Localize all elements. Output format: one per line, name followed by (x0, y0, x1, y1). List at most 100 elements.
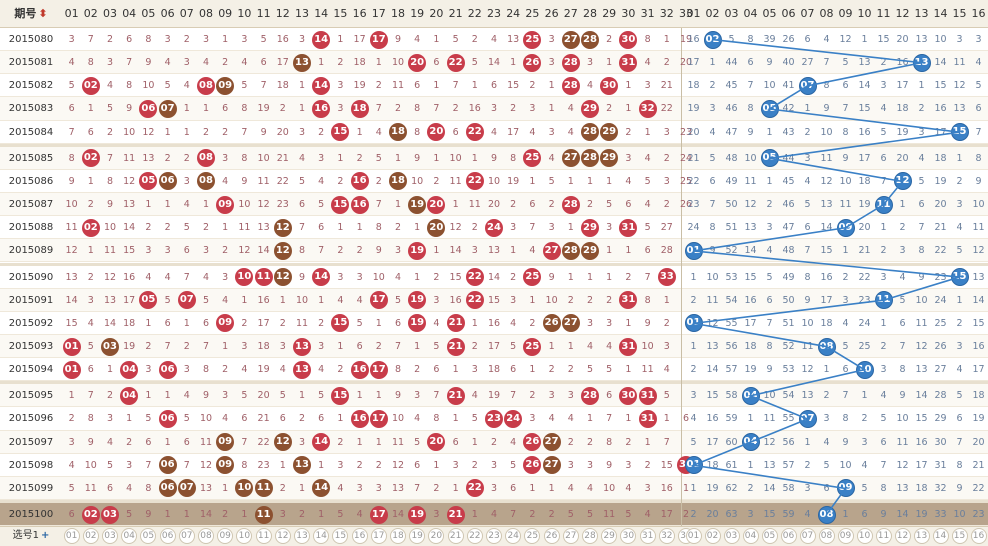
plus-icon[interactable]: + (40, 530, 50, 542)
select-blue-ball[interactable]: 13 (913, 528, 930, 545)
select-red-ball[interactable]: 20 (428, 528, 445, 545)
miss-count: 1 (956, 294, 963, 306)
select-red-ball[interactable]: 26 (543, 528, 560, 545)
select-blue-ball[interactable]: 15 (951, 528, 968, 545)
miss-count: 8 (241, 103, 248, 115)
select-red-ball[interactable]: 08 (198, 528, 214, 545)
miss-count: 17 (706, 436, 719, 448)
select-red-ball[interactable]: 15 (332, 528, 349, 545)
miss-count: 9 (241, 175, 248, 187)
miss-count: 3 (899, 245, 906, 257)
miss-count: 6 (452, 436, 459, 448)
select-red-ball[interactable]: 07 (178, 528, 195, 545)
red-col-header: 08 (198, 7, 213, 20)
select-red-ball[interactable]: 09 (217, 528, 234, 545)
miss-count: 13 (391, 482, 405, 494)
miss-count: 4 (145, 271, 152, 283)
miss-count: 59 (782, 509, 795, 520)
miss-count: 6 (880, 152, 887, 164)
select-blue-ball[interactable]: 10 (856, 528, 873, 545)
select-blue-ball[interactable]: 14 (932, 528, 949, 545)
miss-count: 4 (823, 34, 830, 45)
miss-count: 7 (202, 340, 209, 352)
select-red-ball[interactable]: 04 (121, 528, 138, 545)
sort-arrows-icon[interactable]: ⬍ (38, 7, 48, 20)
select-red-ball[interactable]: 19 (409, 528, 426, 545)
select-red-ball[interactable]: 13 (294, 528, 310, 545)
select-red-ball[interactable]: 28 (582, 528, 598, 545)
select-blue-ball[interactable]: 01 (685, 528, 702, 545)
select-red-ball[interactable]: 27 (562, 528, 579, 545)
miss-count: 1 (298, 103, 305, 115)
miss-count: 2 (318, 317, 325, 329)
select-blue-ball[interactable]: 11 (875, 528, 892, 545)
select-blue-ball[interactable]: 03 (723, 528, 740, 545)
select-red-ball[interactable]: 06 (159, 528, 176, 545)
red-ball: 15 (331, 386, 350, 405)
miss-count: 7 (298, 222, 305, 234)
miss-count: 9 (394, 390, 401, 402)
select-blue-ball[interactable]: 04 (742, 528, 759, 545)
select-red-ball[interactable]: 17 (370, 528, 387, 545)
select-red-ball[interactable]: 03 (102, 528, 118, 545)
select-red-ball[interactable]: 24 (505, 528, 522, 545)
miss-count: 9 (606, 459, 613, 471)
miss-count: 18 (257, 340, 270, 352)
miss-count: 15 (934, 80, 947, 92)
select-blue-ball[interactable]: 06 (780, 528, 797, 545)
select-red-ball[interactable]: 11 (255, 528, 272, 545)
miss-count: 4 (606, 340, 613, 352)
red-ball: 27 (561, 30, 580, 49)
select-red-ball[interactable]: 23 (486, 528, 502, 545)
miss-count: 3 (145, 364, 152, 376)
select-red-ball[interactable]: 25 (524, 528, 541, 545)
miss-count: 18 (487, 364, 501, 376)
select-red-ball[interactable]: 01 (63, 528, 80, 545)
select-red-ball[interactable]: 14 (313, 528, 330, 545)
select-blue-ball[interactable]: 16 (970, 528, 987, 545)
red-ball: 13 (293, 456, 311, 475)
miss-count: 1 (663, 413, 670, 425)
footer-label[interactable]: 选号1 + (0, 526, 62, 546)
select-blue-ball[interactable]: 09 (837, 528, 854, 545)
select-red-ball[interactable]: 21 (447, 528, 464, 545)
select-blue-ball[interactable]: 05 (761, 528, 778, 545)
miss-count: 3 (471, 364, 478, 376)
miss-count: 8 (298, 245, 305, 257)
miss-count: 43 (782, 126, 795, 138)
select-red-ball[interactable]: 30 (620, 528, 637, 545)
miss-count: 22 (687, 175, 700, 187)
miss-count: 7 (823, 57, 830, 69)
miss-count: 6 (356, 340, 363, 352)
select-red-ball[interactable]: 32 (658, 528, 675, 545)
select-red-ball[interactable]: 18 (390, 528, 406, 545)
miss-count: 2 (690, 509, 697, 520)
red-ball: 20 (427, 218, 446, 237)
miss-count: 4 (975, 57, 982, 69)
miss-count: 1 (918, 80, 925, 92)
select-blue-ball[interactable]: 08 (818, 528, 835, 545)
miss-count: 3 (279, 509, 286, 520)
select-blue-ball[interactable]: 12 (894, 528, 911, 545)
miss-count: 10 (763, 390, 776, 402)
miss-count: 3 (452, 459, 459, 471)
miss-count: 7 (709, 199, 716, 211)
select-red-ball[interactable]: 12 (274, 528, 291, 545)
select-red-ball[interactable]: 02 (82, 528, 99, 545)
select-blue-ball[interactable]: 02 (704, 528, 721, 545)
select-red-ball[interactable]: 16 (351, 528, 368, 545)
miss-count: 9 (87, 436, 94, 448)
miss-count: 1 (586, 271, 593, 283)
period-header[interactable]: 期号 ⬍ (0, 0, 62, 28)
select-red-ball[interactable]: 10 (236, 528, 253, 545)
miss-count: 2 (804, 126, 811, 138)
miss-count: 1 (164, 199, 171, 211)
select-red-ball[interactable]: 31 (639, 528, 656, 545)
select-red-ball[interactable]: 05 (140, 528, 157, 545)
miss-count: 8 (394, 364, 401, 376)
select-blue-ball[interactable]: 07 (799, 528, 816, 545)
miss-count: 58 (725, 390, 738, 402)
period-cell: 2015082 (8, 80, 54, 92)
select-red-ball[interactable]: 29 (601, 528, 618, 545)
select-red-ball[interactable]: 22 (466, 528, 483, 545)
